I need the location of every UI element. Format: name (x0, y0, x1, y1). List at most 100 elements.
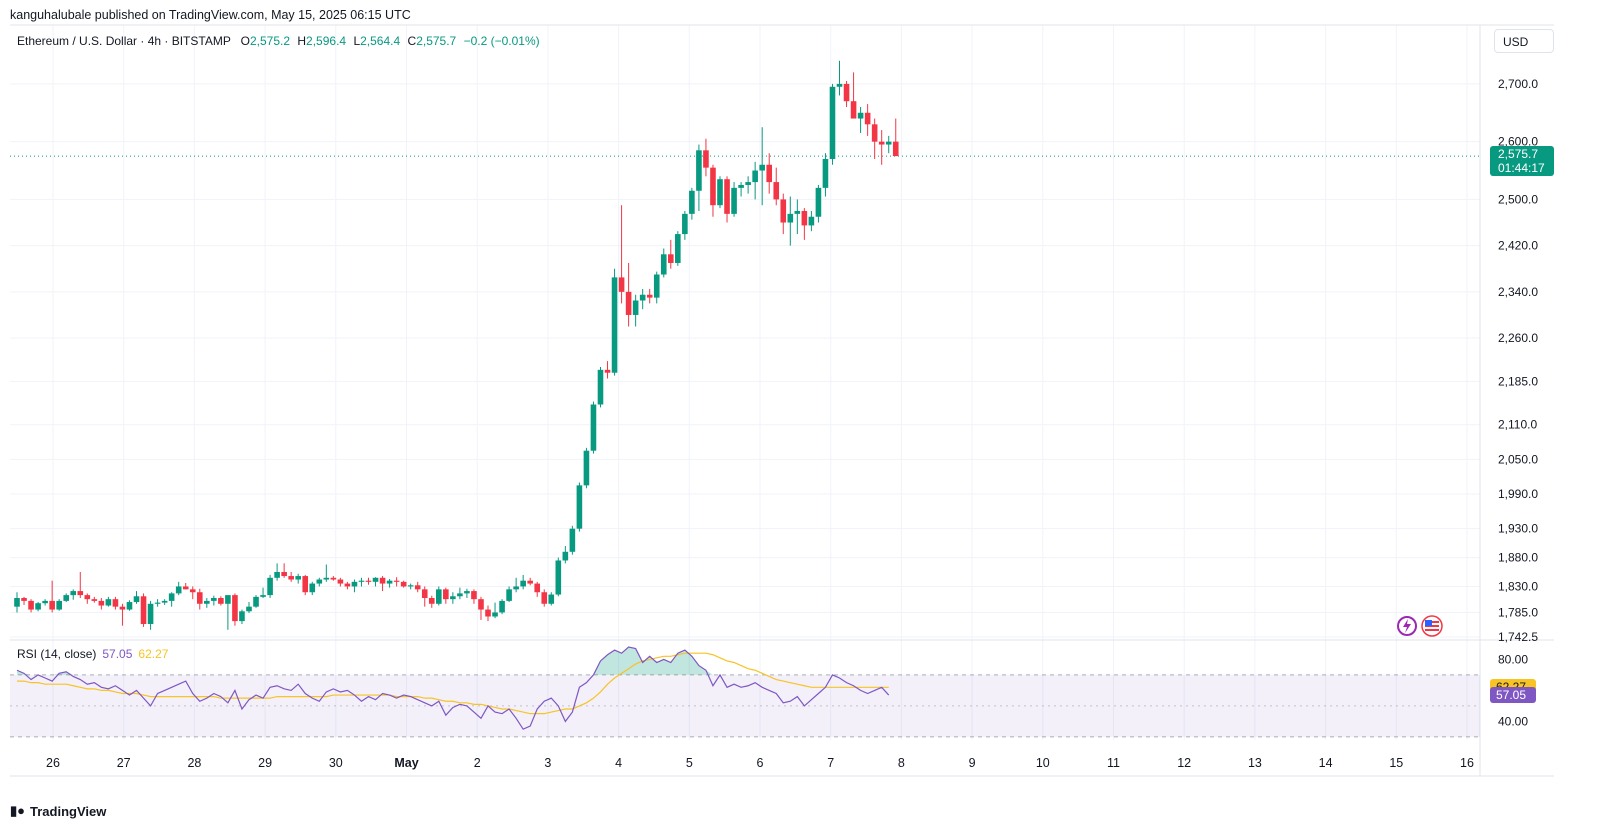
candle-body (822, 158, 829, 188)
candle-body (232, 595, 238, 622)
last-price-badge: 2,575.7 01:44:17 (1490, 146, 1554, 177)
x-tick-label: 13 (1248, 756, 1262, 770)
candle-body (309, 583, 316, 593)
candle-body (829, 86, 836, 159)
candle-body (492, 612, 498, 617)
candle-body (281, 572, 287, 577)
candle-body (667, 254, 674, 263)
close-value: 2,575.7 (416, 34, 457, 48)
candle-body (407, 585, 414, 587)
candle-body (850, 101, 857, 119)
candle-body (576, 485, 583, 529)
symbol-name: Ethereum / U.S. Dollar · 4h · BITSTAMP (17, 34, 231, 48)
candle-body (196, 592, 203, 604)
candle-body (393, 580, 400, 582)
price-tick-label: 2,600.0 (1498, 135, 1538, 149)
candle-body (618, 277, 625, 292)
candle-body (253, 596, 259, 607)
candle-body (239, 611, 245, 622)
candle-body (625, 291, 632, 315)
candle-body (414, 585, 421, 590)
candle-body (288, 576, 294, 580)
candle-body (330, 577, 337, 580)
rsi-title: RSI (14, close) (17, 647, 97, 661)
x-tick-label: May (394, 756, 418, 770)
tradingview-logo[interactable]: ▮● TradingView (10, 803, 106, 819)
price-tick-label: 2,700.0 (1498, 77, 1538, 91)
candle-body (703, 150, 709, 168)
candle-body (225, 595, 231, 604)
rsi-legend: RSI (14, close) 57.05 62.27 (17, 647, 168, 661)
candle-body (316, 579, 323, 584)
us-flag-icon[interactable] (1421, 615, 1443, 637)
candle-body (211, 598, 217, 601)
x-tick-label: 16 (1460, 756, 1474, 770)
currency-selector[interactable]: USD (1494, 29, 1554, 53)
candle-body (604, 369, 611, 373)
candle-body (780, 199, 787, 223)
rsi-value: 57.05 (102, 647, 133, 661)
candle-body (548, 594, 555, 604)
candle-body (421, 589, 428, 599)
candle-body (527, 580, 533, 584)
candle-body (77, 591, 84, 596)
change-value: −0.2 (−0.01%) (463, 34, 540, 48)
candle-body (506, 589, 512, 601)
candle-body (246, 606, 252, 612)
candle-body (675, 234, 681, 263)
publisher-line: kanguhalubale published on TradingView.c… (10, 8, 411, 22)
candle-body (400, 581, 407, 587)
candle-body (98, 600, 105, 606)
candle-body (660, 254, 667, 275)
candle-body (682, 213, 688, 235)
flash-icon[interactable] (1396, 615, 1418, 637)
x-tick-label: 14 (1319, 756, 1333, 770)
x-tick-label: 3 (544, 756, 551, 770)
candle-body (562, 551, 569, 561)
candle-body (351, 581, 358, 587)
candle-body (569, 528, 576, 552)
x-tick-label: 2 (474, 756, 481, 770)
candle-body (710, 167, 716, 206)
candle-body (871, 124, 878, 142)
candle-body (274, 572, 280, 578)
candle-body (555, 560, 562, 595)
candle-body (801, 210, 808, 226)
candle-body (56, 600, 62, 610)
price-tick-label: 2,340.0 (1498, 285, 1538, 299)
candle-body (738, 184, 744, 188)
candle-body (766, 164, 773, 183)
candle-body (485, 609, 491, 617)
candle-body (534, 583, 541, 593)
candle-body (154, 602, 161, 604)
candle-body (358, 580, 365, 582)
candle-body (885, 141, 892, 145)
candle-body (140, 596, 147, 625)
price-tick-label: 1,742.5 (1498, 630, 1538, 644)
bar-countdown: 01:44:17 (1498, 161, 1545, 176)
price-tick-label: 1,830.0 (1498, 579, 1538, 593)
candle-body (49, 600, 55, 610)
candle-body (168, 593, 175, 601)
x-tick-label: 9 (969, 756, 976, 770)
candle-body (611, 277, 618, 373)
candle-body (731, 187, 737, 214)
candle-body (590, 404, 597, 451)
candle-body (639, 294, 646, 301)
rsi-line (16, 646, 890, 730)
candle-body (450, 596, 456, 600)
candle-body (295, 576, 301, 580)
rsi-value-badge: 57.05 (1490, 687, 1536, 704)
candle-body (696, 150, 702, 191)
candle-body (499, 600, 505, 613)
x-tick-label: 5 (686, 756, 693, 770)
candle-body (105, 599, 112, 606)
candle-body (344, 583, 351, 587)
candle-body (457, 593, 463, 597)
candle-body (583, 450, 590, 486)
tradingview-logo-icon: ▮● (10, 803, 26, 818)
candle-body (35, 603, 41, 610)
candle-body (646, 294, 653, 298)
candle-body (372, 577, 379, 582)
